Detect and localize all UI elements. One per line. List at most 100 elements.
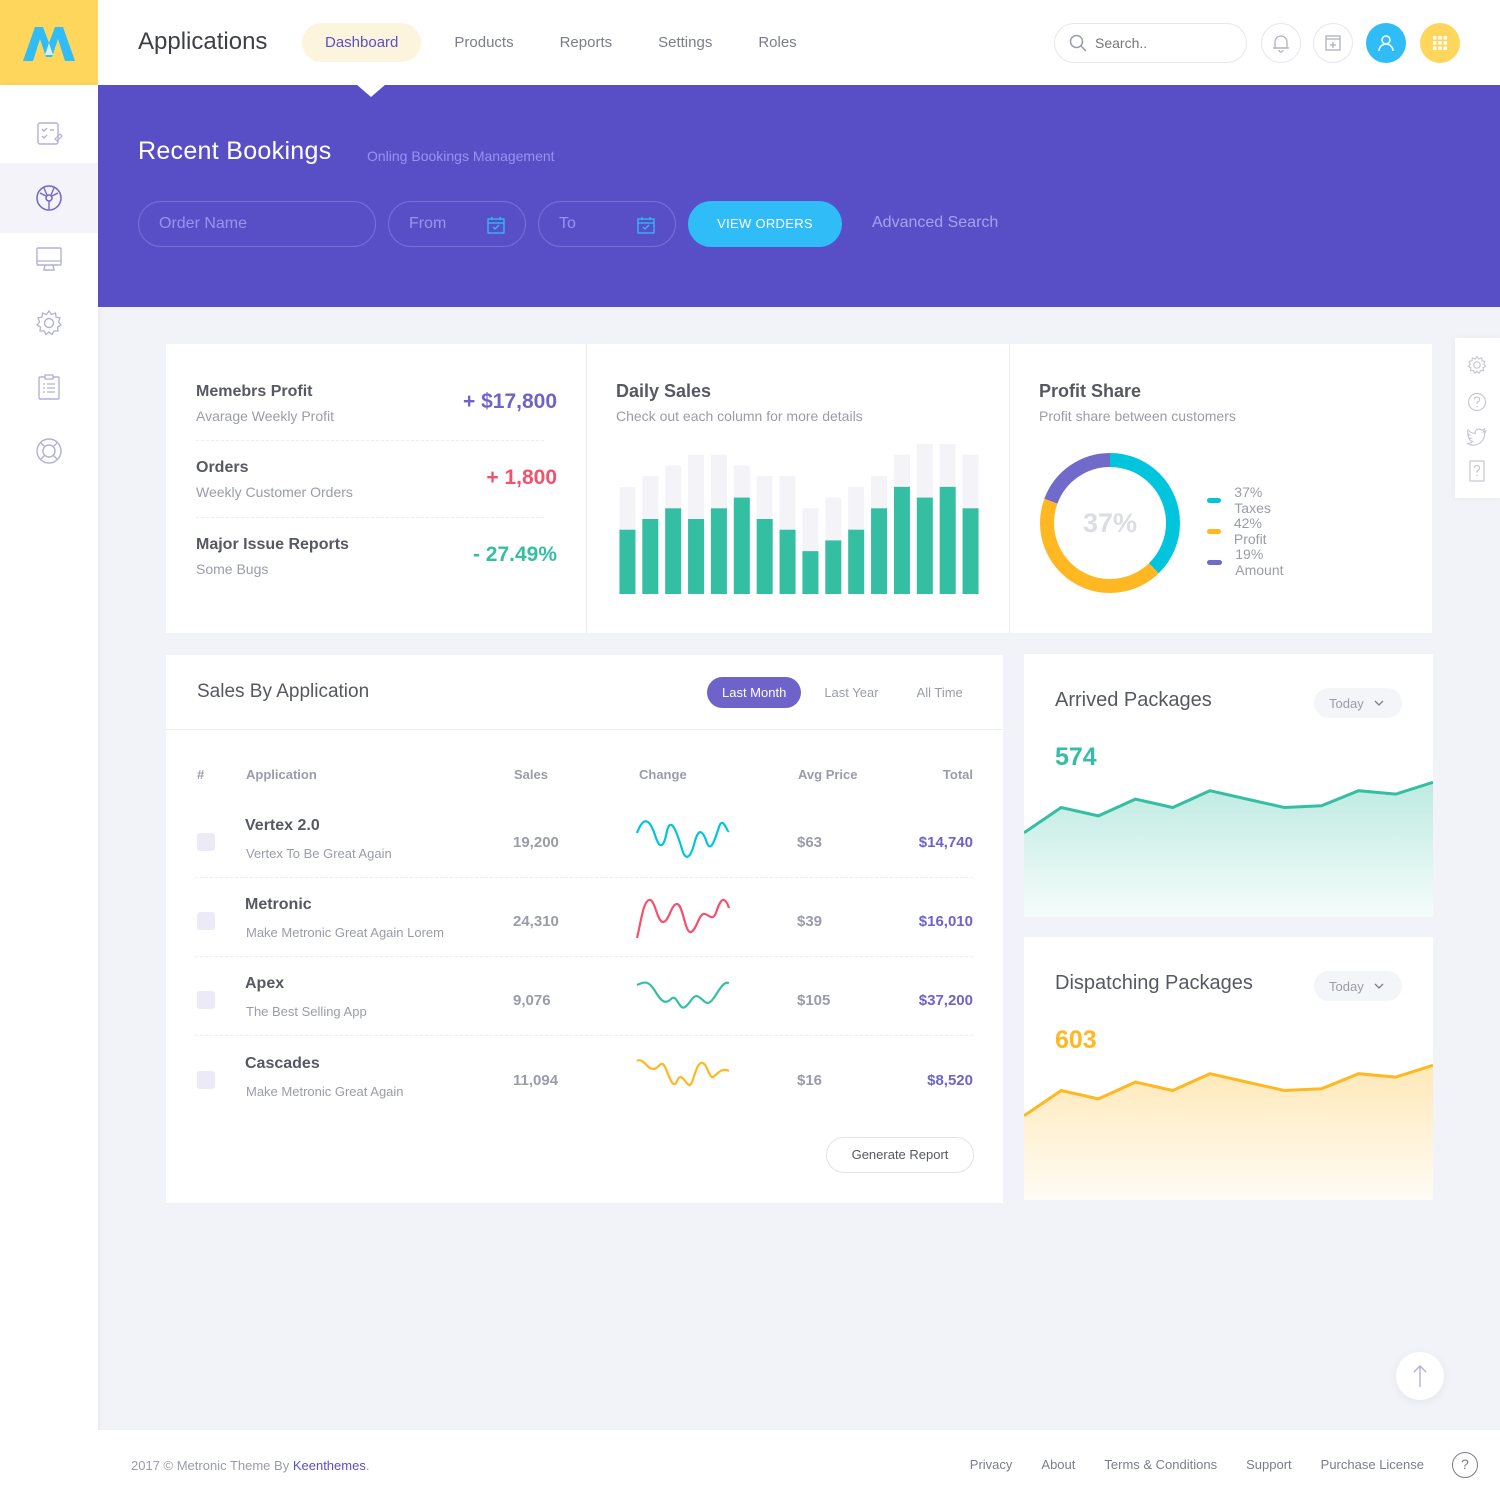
- row-checkbox[interactable]: [197, 1071, 215, 1089]
- calendar-icon[interactable]: [637, 216, 655, 234]
- quick-sidebar: [1455, 338, 1500, 498]
- app-sales: 9,076: [513, 992, 551, 1009]
- advanced-search-link[interactable]: Advanced Search: [872, 214, 999, 231]
- scroll-top-button[interactable]: [1396, 1352, 1444, 1400]
- footer-link-privacy[interactable]: Privacy: [969, 1457, 1013, 1472]
- app-title: Applications: [138, 28, 268, 55]
- quick-actions-button[interactable]: [1313, 23, 1353, 63]
- donut-slice-amount[interactable]: [1040, 453, 1180, 593]
- tab-last-year[interactable]: Last Year: [824, 685, 879, 700]
- app-sales: 24,310: [513, 913, 559, 930]
- period-tabs: Last Month Last Year All Time: [707, 677, 986, 708]
- footer-link-about[interactable]: About: [1041, 1457, 1076, 1472]
- view-orders-button[interactable]: VIEW ORDERS: [688, 201, 842, 247]
- tab-last-month[interactable]: Last Month: [707, 677, 802, 708]
- footer-help-button[interactable]: ?: [1452, 1452, 1478, 1478]
- clipboard-icon: [38, 374, 60, 400]
- from-placeholder: From: [409, 215, 447, 232]
- sparkline-chart: [635, 820, 731, 858]
- table-row: Cascades Make Metronic Great Again 11,09…: [195, 1039, 973, 1118]
- bar[interactable]: [665, 508, 682, 594]
- bar[interactable]: [688, 519, 705, 594]
- quick-docs[interactable]: [1466, 460, 1488, 482]
- footer-link-terms[interactable]: Terms & Conditions: [1104, 1457, 1218, 1472]
- user-icon: [1378, 35, 1394, 52]
- app-sales: 11,094: [513, 1072, 559, 1089]
- order-name-placeholder: Order Name: [159, 215, 248, 232]
- app-name[interactable]: Apex: [245, 975, 285, 992]
- donut-slice-profit[interactable]: [1040, 453, 1180, 593]
- bar[interactable]: [825, 540, 842, 594]
- calendar-icon[interactable]: [487, 216, 505, 234]
- bar[interactable]: [756, 519, 773, 594]
- sidebar-item-monitor[interactable]: [0, 227, 98, 291]
- to-date-field[interactable]: To: [538, 201, 676, 247]
- app-name[interactable]: Cascades: [245, 1055, 320, 1072]
- nav-roles[interactable]: Roles: [758, 34, 797, 51]
- bar[interactable]: [848, 529, 865, 594]
- row-checkbox[interactable]: [197, 991, 215, 1009]
- area-fill: [1024, 1065, 1433, 1200]
- bar[interactable]: [779, 529, 796, 594]
- footer-link-support[interactable]: Support: [1246, 1457, 1292, 1472]
- sidebar-item-settings[interactable]: [0, 291, 98, 355]
- legend-swatch: [1207, 559, 1223, 565]
- profit-share-donut-wrap: 37%: [1039, 452, 1181, 594]
- bar[interactable]: [871, 508, 888, 594]
- bell-icon: [1273, 35, 1289, 53]
- dispatching-packages-value: 603: [1055, 1026, 1097, 1054]
- bar[interactable]: [710, 508, 727, 594]
- nav-dashboard[interactable]: Dashboard: [302, 23, 422, 62]
- app-name[interactable]: Vertex 2.0: [245, 817, 320, 834]
- tab-all-time[interactable]: All Time: [916, 685, 963, 700]
- nav-products[interactable]: Products: [454, 34, 514, 51]
- arrived-filter-dropdown[interactable]: Today: [1314, 688, 1402, 718]
- search-input[interactable]: [1095, 35, 1225, 51]
- sidebar-item-reports[interactable]: [0, 355, 98, 419]
- sparkline-chart: [636, 981, 730, 1009]
- generate-report-button[interactable]: Generate Report: [826, 1137, 974, 1173]
- legend-label: 19% Amount: [1235, 546, 1284, 578]
- sidebar-item-tasks[interactable]: [0, 101, 98, 165]
- brand-link[interactable]: Keenthemes: [292, 1458, 366, 1473]
- sidebar-item-support[interactable]: [0, 419, 98, 483]
- area-line[interactable]: [1024, 780, 1433, 835]
- footer-links: Privacy About Terms & Conditions Support…: [941, 1457, 1424, 1472]
- metronic-logo-icon: [23, 26, 75, 61]
- bar[interactable]: [642, 519, 659, 594]
- app-name[interactable]: Metronic: [245, 896, 312, 913]
- bar[interactable]: [962, 508, 979, 594]
- app-avg-price: $39: [797, 913, 823, 930]
- user-profile-button[interactable]: [1366, 23, 1406, 63]
- nav-reports[interactable]: Reports: [559, 34, 613, 51]
- brand-logo[interactable]: [0, 0, 98, 85]
- bar[interactable]: [619, 529, 636, 594]
- quick-twitter[interactable]: [1466, 426, 1488, 448]
- row-checkbox[interactable]: [197, 912, 215, 930]
- apps-menu-button[interactable]: [1420, 23, 1460, 63]
- bar[interactable]: [939, 486, 956, 594]
- dispatching-filter-dropdown[interactable]: Today: [1314, 971, 1402, 1001]
- bar[interactable]: [893, 486, 910, 594]
- issues-sub: Some Bugs: [196, 561, 269, 577]
- quick-settings[interactable]: [1466, 354, 1488, 376]
- nav-settings[interactable]: Settings: [658, 34, 713, 51]
- order-name-field[interactable]: Order Name: [138, 201, 376, 247]
- bar[interactable]: [802, 551, 819, 594]
- lifebuoy-icon: [36, 438, 62, 464]
- notifications-button[interactable]: [1261, 23, 1301, 63]
- search-box[interactable]: [1054, 23, 1247, 63]
- help-icon: [1467, 392, 1487, 412]
- dispatching-filter-value: Today: [1329, 978, 1364, 994]
- table-row: Apex The Best Selling App 9,076 $105 $37…: [195, 959, 973, 1038]
- legend-label: 42% Profit: [1233, 515, 1267, 547]
- from-date-field[interactable]: From: [388, 201, 526, 247]
- sidebar-item-network[interactable]: [0, 163, 98, 233]
- bar[interactable]: [733, 497, 750, 594]
- footer-link-purchase[interactable]: Purchase License: [1320, 1457, 1424, 1472]
- quick-help[interactable]: [1466, 391, 1488, 413]
- main-nav: Dashboard Products Reports Settings Role…: [302, 23, 820, 62]
- area-line[interactable]: [1024, 1063, 1433, 1118]
- bar[interactable]: [916, 497, 933, 594]
- row-checkbox[interactable]: [197, 833, 215, 851]
